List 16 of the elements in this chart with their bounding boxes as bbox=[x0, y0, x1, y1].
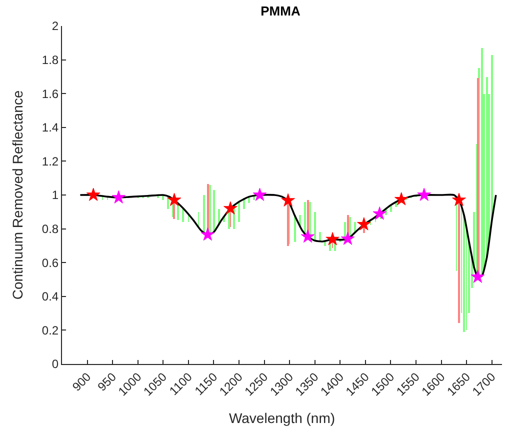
y-tick-label: 1.8 bbox=[42, 53, 59, 67]
y-tick-label: 0 bbox=[52, 357, 59, 372]
x-tick-label: 900 bbox=[70, 370, 94, 394]
x-tick-label: 950 bbox=[94, 370, 120, 394]
y-tick-label: 1.4 bbox=[42, 120, 59, 135]
y-tick-label: 0.6 bbox=[42, 256, 59, 270]
y-tick-label: 1.2 bbox=[42, 154, 59, 168]
y-axis-title: Continuum Removed Reflectance bbox=[10, 90, 26, 300]
x-axis-title: Wavelength (nm) bbox=[228, 410, 336, 426]
y-tick-label: 2 bbox=[52, 19, 59, 34]
y-tick-label: 1.6 bbox=[42, 86, 59, 101]
y-tick-label: 0.8 bbox=[42, 222, 59, 236]
y-tick-label: 0.2 bbox=[42, 323, 59, 338]
chart-title: PMMA bbox=[260, 4, 301, 19]
y-tick-label: 0.4 bbox=[42, 290, 59, 304]
y-tick-label: 1 bbox=[52, 188, 59, 202]
